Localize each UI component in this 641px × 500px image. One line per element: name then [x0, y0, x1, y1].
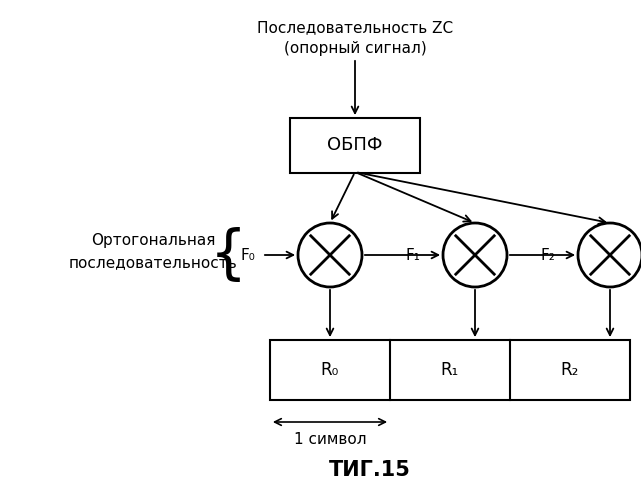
Text: ΤИГ.15: ΤИГ.15 [329, 460, 411, 480]
Text: 1 символ: 1 символ [294, 432, 366, 448]
Text: R₂: R₂ [561, 361, 579, 379]
Text: {: { [210, 226, 247, 283]
Bar [290, 118, 420, 173]
Text: R₁: R₁ [441, 361, 459, 379]
Text: ОБПФ: ОБПФ [328, 136, 383, 154]
Text: Ортогональная: Ортогональная [91, 234, 215, 248]
Bar [270, 340, 630, 400]
Text: последовательность: последовательность [69, 256, 237, 270]
Text: (опорный сигнал): (опорный сигнал) [283, 40, 426, 56]
Text: F₁: F₁ [406, 248, 420, 262]
Text: Последовательность ZC: Последовательность ZC [257, 20, 453, 36]
Text: F₀: F₀ [240, 248, 255, 262]
Text: R₀: R₀ [320, 361, 339, 379]
Text: F₂: F₂ [540, 248, 556, 262]
